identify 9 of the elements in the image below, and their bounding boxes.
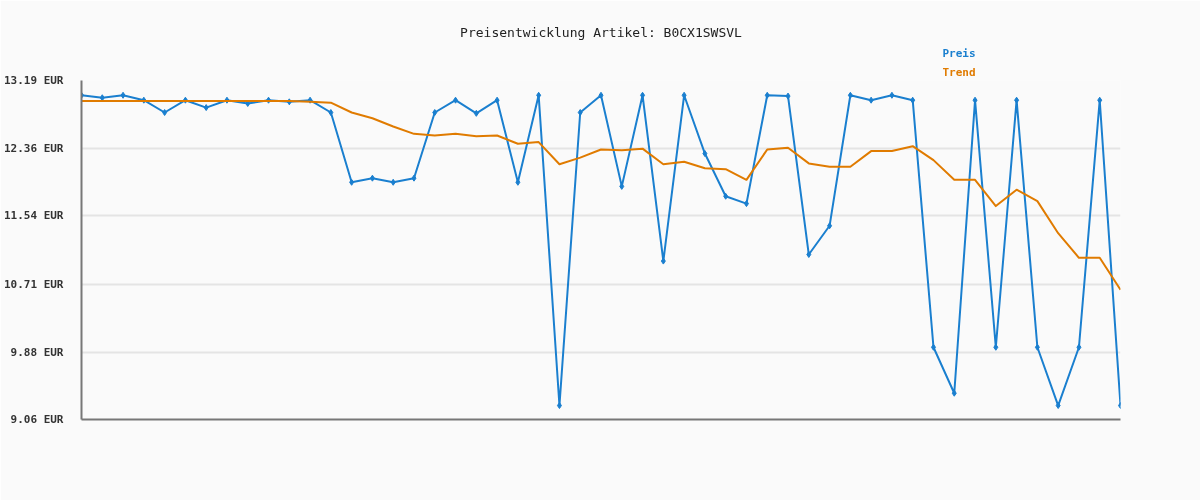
text: Preis [942,46,976,60]
y-tick-label: 13.19 EUR [3,74,64,87]
y-tick-label: 9.06 EUR [10,413,64,426]
y-tick-label: 12.36 EUR [3,142,64,156]
text: Trend [942,65,976,79]
y-tick-label: 10.71 EUR [3,277,64,291]
chart-title: Preisentwicklung Artikel: B0CX1SWSVL [460,24,743,40]
y-tick-label: 9.88 EUR [10,345,64,359]
y-tick-label: 11.54 EUR [3,209,64,223]
